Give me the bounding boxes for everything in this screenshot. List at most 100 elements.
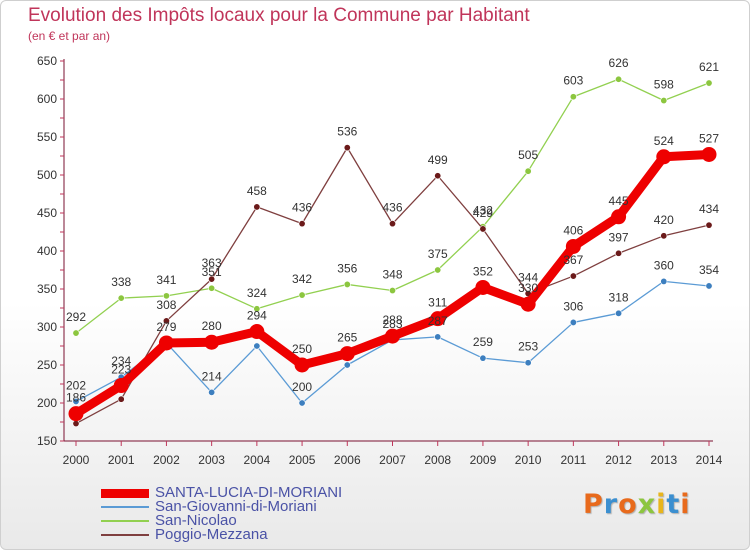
x-tick-label: 2014 [696, 453, 723, 467]
chart-legend: SANTA-LUCIA-DI-MORIANI San-Giovanni-di-Mo… [101, 484, 343, 543]
data-point [520, 296, 536, 312]
y-tick-label: 400 [37, 244, 57, 258]
data-point [615, 249, 623, 257]
data-label: 202 [66, 378, 86, 392]
logo-letter: P [583, 489, 604, 520]
data-label: 294 [247, 309, 267, 323]
chart-title: Evolution des Impôts locaux pour la Comm… [28, 5, 530, 26]
x-tick-label: 2002 [153, 453, 180, 467]
x-tick-label: 2004 [244, 453, 271, 467]
data-point [434, 266, 442, 274]
data-label: 352 [473, 264, 493, 278]
x-tick-label: 2006 [334, 453, 361, 467]
data-label: 356 [337, 261, 357, 275]
data-label: 200 [292, 380, 312, 394]
data-point [72, 420, 80, 428]
data-point [660, 277, 668, 285]
data-label: 344 [518, 271, 538, 285]
data-point [611, 209, 627, 225]
data-label: 348 [382, 268, 402, 282]
data-point [68, 406, 84, 422]
data-label: 341 [156, 273, 176, 287]
data-label: 360 [654, 258, 674, 272]
logo-letter: r [603, 489, 619, 520]
y-tick-label: 300 [37, 320, 57, 334]
y-tick-label: 350 [37, 282, 57, 296]
data-point [208, 284, 216, 292]
logo-letter: x [637, 489, 657, 520]
y-tick-label: 150 [37, 434, 57, 448]
data-label: 499 [428, 153, 448, 167]
x-tick-label: 2003 [198, 453, 225, 467]
data-point [204, 334, 220, 350]
x-tick-label: 2007 [379, 453, 406, 467]
x-tick-label: 2013 [650, 453, 677, 467]
data-point [298, 291, 306, 299]
data-label: 308 [156, 298, 176, 312]
data-point [701, 146, 717, 162]
data-label: 311 [428, 296, 447, 310]
legend-label: SANTA-LUCIA-DI-MORIANI [155, 484, 343, 501]
data-label: 280 [202, 319, 222, 333]
data-label: 420 [654, 213, 674, 227]
legend-swatch [101, 534, 149, 536]
legend-item: SANTA-LUCIA-DI-MORIANI [101, 484, 343, 501]
data-label: 265 [337, 331, 357, 345]
logo-letter: i [656, 489, 667, 520]
data-point [253, 305, 261, 313]
data-label: 397 [609, 230, 629, 244]
data-label: 214 [202, 369, 222, 383]
data-point [298, 399, 306, 407]
data-point [298, 220, 306, 228]
legend-item: San-Giovanni-di-Moriani [101, 499, 342, 514]
data-label: 406 [563, 223, 583, 237]
data-point [72, 329, 80, 337]
data-label: 603 [563, 74, 583, 88]
data-label: 598 [654, 78, 674, 92]
data-point [343, 361, 351, 369]
data-point [524, 167, 532, 175]
data-label: 283 [382, 317, 402, 331]
data-label: 253 [518, 340, 538, 354]
data-label: 324 [247, 286, 267, 300]
legend-swatch [101, 488, 149, 498]
data-label: 445 [609, 194, 629, 208]
data-label: 363 [202, 256, 222, 270]
x-tick-label: 2005 [289, 453, 316, 467]
data-label: 621 [699, 60, 719, 74]
data-label: 367 [563, 253, 583, 267]
data-label: 342 [292, 272, 312, 286]
y-tick-label: 550 [37, 130, 57, 144]
data-label: 524 [654, 134, 674, 148]
data-label: 505 [518, 148, 538, 162]
logo-letter: o [618, 489, 638, 520]
data-point [253, 203, 261, 211]
data-point [479, 354, 487, 362]
data-point [656, 149, 672, 165]
data-point [117, 395, 125, 403]
data-label: 259 [473, 335, 493, 349]
proxiti-logo: Proxiti [583, 489, 691, 520]
data-point [162, 292, 170, 300]
x-tick-label: 2010 [515, 453, 542, 467]
data-point [388, 287, 396, 295]
data-label: 354 [699, 263, 719, 277]
data-point [434, 172, 442, 180]
y-tick-label: 450 [37, 206, 57, 220]
data-point [615, 75, 623, 83]
data-point [343, 144, 351, 152]
data-point [249, 324, 265, 340]
data-label: 429 [473, 206, 493, 220]
data-label: 458 [247, 184, 267, 198]
data-label: 432 [473, 204, 493, 218]
legend-item: Poggio-Mezzana [101, 526, 342, 543]
data-label: 434 [699, 202, 719, 216]
legend-label: Poggio-Mezzana [155, 526, 268, 543]
data-label: 292 [66, 310, 86, 324]
data-point [660, 97, 668, 105]
x-tick-label: 2001 [108, 453, 135, 467]
data-point [162, 317, 170, 325]
data-point [113, 378, 129, 394]
